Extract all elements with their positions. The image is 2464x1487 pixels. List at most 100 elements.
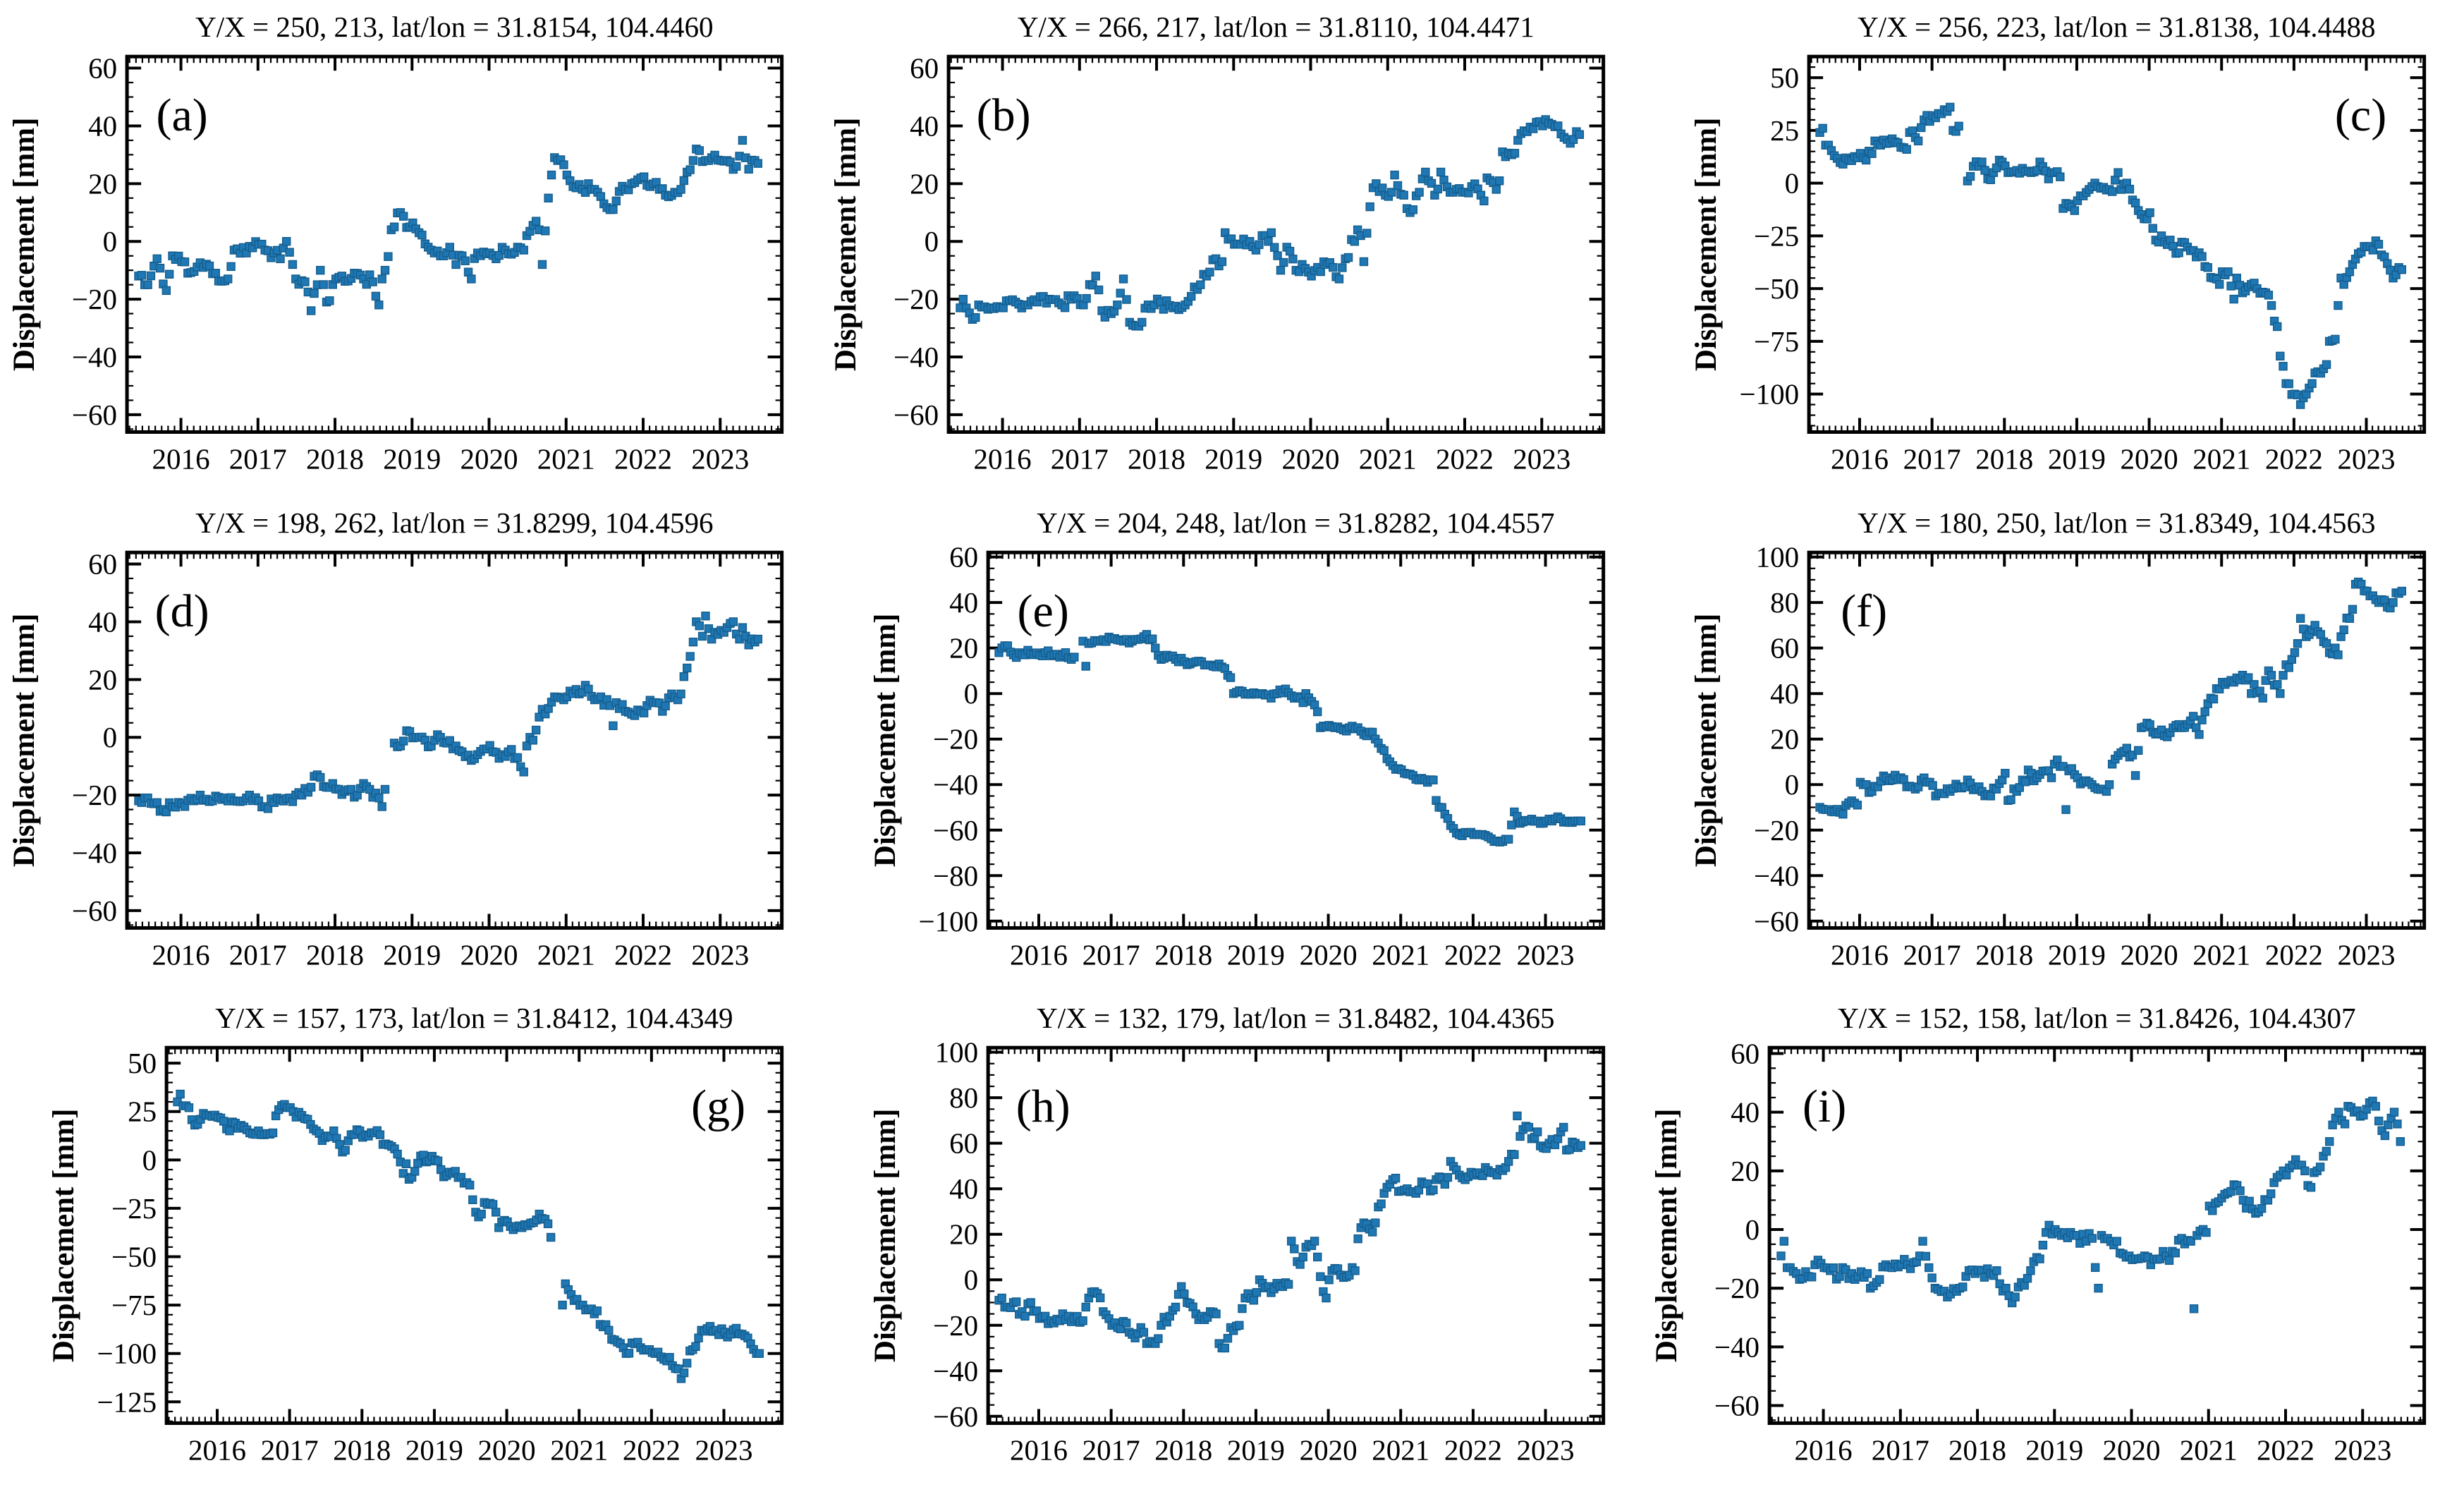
svg-text:2017: 2017 (261, 1434, 319, 1467)
svg-text:−20: −20 (72, 779, 117, 811)
svg-text:2020: 2020 (2103, 1434, 2161, 1467)
subplot-g: Y/X = 157, 173, lat/lon = 31.8412, 104.4… (0, 991, 822, 1487)
chart-canvas: Y/X = 266, 217, lat/lon = 31.8110, 104.4… (821, 0, 1643, 496)
chart-background (1642, 0, 2464, 496)
svg-text:2018: 2018 (333, 1434, 391, 1467)
svg-text:60: 60 (1731, 1038, 1759, 1070)
svg-text:0: 0 (142, 1144, 157, 1177)
svg-text:−60: −60 (72, 894, 117, 927)
svg-text:2016: 2016 (1795, 1434, 1853, 1467)
svg-text:2020: 2020 (1299, 1434, 1357, 1467)
svg-text:−60: −60 (933, 1400, 978, 1433)
svg-text:40: 40 (949, 1173, 978, 1206)
svg-text:2019: 2019 (1227, 1434, 1285, 1467)
svg-text:2016: 2016 (1831, 938, 1889, 971)
svg-text:2019: 2019 (2026, 1434, 2084, 1467)
svg-text:2022: 2022 (2257, 1434, 2314, 1467)
subplot-b: Y/X = 266, 217, lat/lon = 31.8110, 104.4… (821, 0, 1643, 496)
subplot-a: Y/X = 250, 213, lat/lon = 31.8154, 104.4… (0, 0, 822, 496)
svg-text:2019: 2019 (1204, 443, 1262, 475)
svg-text:25: 25 (128, 1095, 157, 1128)
plot-frame (164, 1046, 784, 1426)
svg-text:2018: 2018 (306, 443, 364, 475)
data-points (955, 115, 1584, 331)
svg-text:−40: −40 (72, 341, 117, 373)
svg-text:−20: −20 (893, 283, 939, 315)
svg-text:−40: −40 (933, 1355, 978, 1388)
data-points (134, 611, 763, 816)
chart-background (1642, 991, 2464, 1487)
svg-text:−40: −40 (1754, 859, 1799, 892)
subplot-i: Y/X = 152, 158, lat/lon = 31.8426, 104.4… (1642, 991, 2464, 1487)
axis-tick-labels: 2016 2017 2018 2019 2020 2021 2022 2023 60 40 20 0 −… (1714, 1038, 2391, 1467)
chart-title: Y/X = 266, 217, lat/lon = 31.8110, 104.4… (1018, 11, 1535, 43)
svg-text:2016: 2016 (1010, 1434, 1068, 1467)
svg-text:−20: −20 (933, 1309, 978, 1342)
svg-text:2020: 2020 (1299, 938, 1357, 971)
svg-text:2023: 2023 (1516, 938, 1574, 971)
axis-tick-labels: 2016 2017 2018 2019 2020 2021 2022 2023 60 40 20 0 −… (72, 52, 749, 475)
svg-text:−75: −75 (1754, 325, 1799, 358)
svg-text:2019: 2019 (2048, 443, 2106, 475)
subplot-letter: (h) (1016, 1081, 1070, 1133)
svg-text:2022: 2022 (614, 938, 672, 971)
axis-tick-labels: 2016 2017 2018 2019 2020 2021 2022 2023 60 40 20 0 −… (893, 52, 1571, 475)
subplot-h: Y/X = 132, 179, lat/lon = 31.8482, 104.4… (821, 991, 1643, 1487)
svg-text:−20: −20 (72, 283, 117, 315)
chart-title: Y/X = 256, 223, lat/lon = 31.8138, 104.4… (1858, 11, 2376, 43)
svg-text:−50: −50 (1754, 272, 1799, 305)
svg-text:2023: 2023 (2338, 443, 2396, 475)
svg-text:2016: 2016 (188, 1434, 246, 1467)
svg-text:20: 20 (88, 167, 117, 200)
svg-text:−100: −100 (918, 904, 978, 937)
svg-text:−25: −25 (111, 1192, 157, 1225)
svg-text:−60: −60 (933, 813, 978, 846)
chart-canvas: Y/X = 204, 248, lat/lon = 31.8282, 104.4… (821, 495, 1643, 992)
svg-text:100: 100 (1756, 540, 1800, 573)
svg-text:−50: −50 (111, 1241, 157, 1273)
plot-frame (1767, 1046, 2427, 1426)
svg-text:0: 0 (103, 721, 118, 753)
svg-text:20: 20 (1770, 722, 1799, 755)
svg-text:2020: 2020 (461, 443, 518, 475)
svg-text:−20: −20 (933, 722, 978, 755)
svg-text:0: 0 (1785, 768, 1800, 801)
y-axis-label: Displacement [mm] (8, 613, 41, 867)
svg-text:2017: 2017 (1082, 1434, 1140, 1467)
svg-text:60: 60 (1770, 631, 1799, 664)
chart-title: Y/X = 152, 158, lat/lon = 31.8426, 104.4… (1838, 1002, 2355, 1034)
svg-text:60: 60 (88, 547, 117, 580)
plot-frame (946, 54, 1605, 434)
chart-canvas: Y/X = 256, 223, lat/lon = 31.8138, 104.4… (1642, 0, 2464, 496)
svg-text:2017: 2017 (229, 443, 287, 475)
chart-background (0, 0, 822, 496)
chart-canvas: Y/X = 157, 173, lat/lon = 31.8412, 104.4… (0, 991, 822, 1487)
chart-canvas: Y/X = 198, 262, lat/lon = 31.8299, 104.4… (0, 495, 822, 992)
svg-text:2021: 2021 (2193, 443, 2251, 475)
svg-text:2017: 2017 (229, 938, 287, 971)
svg-text:2021: 2021 (1372, 1434, 1429, 1467)
svg-text:0: 0 (1745, 1213, 1760, 1246)
subplot-e: Y/X = 204, 248, lat/lon = 31.8282, 104.4… (821, 495, 1643, 992)
svg-text:0: 0 (1785, 167, 1800, 200)
chart-background (821, 991, 1643, 1487)
svg-text:60: 60 (949, 1127, 978, 1160)
axis-tick-labels: 2016 2017 2018 2019 2020 2021 2022 2023 50 25 0 −25… (97, 1047, 752, 1466)
svg-text:2018: 2018 (306, 938, 364, 971)
axis-tick-labels: 2016 2017 2018 2019 2020 2021 2022 2023 50 25 0 −25… (1740, 61, 2396, 475)
y-axis-label: Displacement [mm] (1690, 118, 1723, 372)
y-axis-label: Displacement [mm] (1650, 1109, 1683, 1363)
svg-text:2016: 2016 (152, 938, 210, 971)
y-axis-label: Displacement [mm] (1690, 613, 1723, 867)
svg-text:−20: −20 (1754, 813, 1799, 846)
svg-text:2017: 2017 (1903, 443, 1961, 475)
svg-text:2019: 2019 (405, 1434, 463, 1467)
subplot-letter: (g) (691, 1081, 745, 1133)
svg-text:2020: 2020 (1281, 443, 1339, 475)
chart-background (0, 495, 822, 992)
svg-text:2019: 2019 (1227, 938, 1285, 971)
data-points (1776, 1097, 2405, 1313)
svg-text:2023: 2023 (695, 1434, 752, 1467)
svg-text:2020: 2020 (478, 1434, 536, 1467)
svg-text:2018: 2018 (1154, 938, 1212, 971)
